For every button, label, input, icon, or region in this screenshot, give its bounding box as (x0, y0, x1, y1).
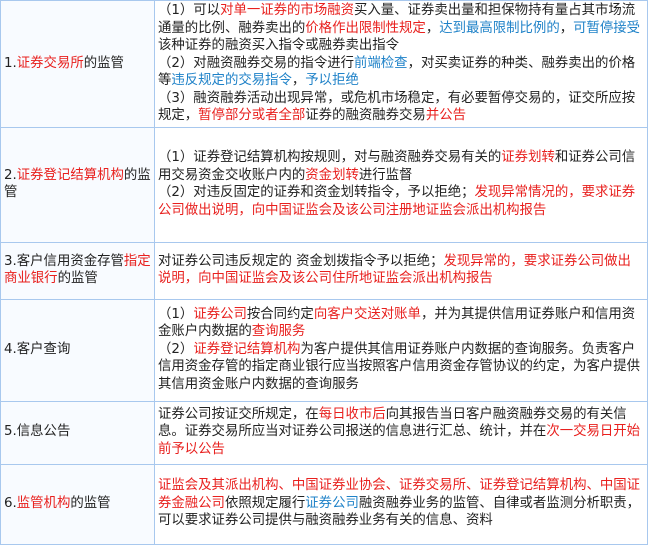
description-text-segment: 前端检查 (354, 55, 408, 71)
label-text-segment: 的监管 (4, 167, 151, 201)
description-text-segment: （2） (158, 341, 194, 357)
description-text-segment: 对证券公司违反规定的 资金划拨指令予以拒绝； (158, 253, 444, 269)
description-text-segment: （2）对违反固定的证券和资金划转指令，予以拒绝； (158, 185, 475, 200)
description-text-segment: 违反规定的交易指令 (171, 73, 292, 88)
label-text-segment: 2. (4, 167, 17, 183)
table-row: 6.监管机构的监管 证监会及其派出机构、中国证券业协会、证券交易所、证券登记结算机… (0, 463, 648, 545)
description-text-segment: ， (291, 73, 306, 88)
description-text-segment: 证券登记结算机构 (193, 341, 301, 357)
description-text-segment: 暂停部分或者全部 (198, 108, 306, 123)
description-paragraph: 对证券公司违反规定的 资金划拨指令予以拒绝；发现异常的，要求证券公司做出说明，向… (158, 253, 644, 288)
description-text-segment: 并公告 (425, 108, 466, 123)
row-description-cell: 证券公司按证交所规定，在每日收市后向其报告当日客户融资融券交易的有关信息。证券交… (154, 400, 648, 465)
row-description-cell: （1）证券公司按合同约定向客户交送对账单，并为其提供信用证券账户和信用资金账户内… (154, 298, 648, 402)
label-text-segment: 5.信息公告 (4, 424, 71, 440)
description-text-segment: （1） (158, 306, 194, 322)
description-text-segment: 该种证券的融资买入指令或融券卖出指令 (158, 38, 400, 53)
description-paragraph: （1）证券公司按合同约定向客户交送对账单，并为其提供信用证券账户和信用资金账户内… (158, 306, 644, 341)
description-text-segment: 证券公司 (193, 306, 247, 322)
description-text-segment: 证券划转 (501, 150, 555, 165)
table-row: 5.信息公告 证券公司按证交所规定，在每日收市后向其报告当日客户融资融券交易的有关… (0, 400, 648, 465)
label-text-segment: 3.客户信用资金存管 (4, 253, 124, 269)
description-text-segment: 和证券公司信用交易资金交收账户内的 (158, 150, 636, 183)
row-label-cell: 1.证券交易所的监管 (0, 0, 155, 128)
description-text-segment: （1）证券登记结算机构按规则，对与融资融券交易有关的 (158, 150, 502, 165)
description-text-segment: 价格作出限制性规定 (305, 20, 426, 36)
description-text-segment: 对单一证券的市场融资 (220, 3, 354, 18)
description-text-segment: 查询服务 (251, 324, 306, 340)
description-text-segment: 发现异常情况的，要求证券公司做出说明，向中国证监会及该公司注册地证监会派出机构报… (158, 185, 636, 218)
row-description-cell: （1）证券登记结算机构按规则，对与融资融券交易有关的证券划转和证券公司信用交易资… (154, 126, 648, 243)
row-label-cell: 5.信息公告 (0, 400, 155, 465)
description-paragraph: （2）对违反固定的证券和资金划转指令，予以拒绝；发现异常情况的，要求证券公司做出… (158, 184, 644, 219)
description-text-segment: 依照规定履行 (224, 495, 306, 511)
description-text-segment: 证券的融资融券交易 (305, 108, 426, 123)
description-text-segment: 向其报告当日客户融资融券交易的有关信息。证券交易所应当对证券公司报送的信息进行汇… (158, 406, 627, 440)
description-text-segment: 可暂停接受 (573, 20, 641, 36)
row-label-cell: 3.客户信用资金存管指定商业银行的监管 (0, 241, 155, 300)
description-text-segment: 融资融券业务的监管、自律或者监测分析职责，可以要求证券公司提供与融资融券业务有关… (158, 495, 641, 529)
label-text-segment: 证券交易所 (16, 55, 84, 71)
row-description-cell: 证监会及其派出机构、中国证券业协会、证券交易所、证券登记结算机构、中国证券金融公… (154, 463, 648, 545)
description-text-segment: 予以拒绝 (305, 73, 359, 88)
label-text-segment: 监管机构 (16, 495, 71, 511)
label-text-segment: 指定商业银行 (4, 253, 151, 287)
table-row: 2.证券登记结算机构的监管 （1）证券登记结算机构按规则，对与融资融券交易有关的证… (0, 126, 648, 243)
description-text-segment: ， (559, 20, 574, 36)
table-row: 4.客户查询 （1）证券公司按合同约定向客户交送对账单，并为其提供信用证券账户和信… (0, 298, 648, 402)
description-text-segment: 向客户交送对账单 (313, 306, 421, 322)
description-text-segment: （3）融资融券活动出现异常，或危机市场稳定，有必要暂停交易的，证交所应按规定， (158, 90, 636, 124)
description-text-segment: 证监会及其派出机构、中国证券业协会、证券交易所、证券登记结算机构、中国证券金融公… (158, 478, 641, 511)
table-row: 3.客户信用资金存管指定商业银行的监管 对证券公司违反规定的 资金划拨指令予以拒绝… (0, 241, 648, 300)
row-label-cell: 6.监管机构的监管 (0, 463, 155, 545)
description-paragraph: （1）证券登记结算机构按规则，对与融资融券交易有关的证券划转和证券公司信用交易资… (158, 149, 644, 184)
description-text-segment: 资金划转 (305, 167, 359, 183)
description-paragraph: 证券公司按证交所规定，在每日收市后向其报告当日客户融资融券交易的有关信息。证券交… (158, 406, 644, 459)
description-paragraph: （1）可以对单一证券的市场融资买入量、证券卖出量和担保物持有量占其市场流通量的比… (158, 2, 644, 55)
description-text-segment: 进行监督 (358, 167, 413, 183)
row-description-cell: （1）可以对单一证券的市场融资买入量、证券卖出量和担保物持有量占其市场流通量的比… (154, 0, 648, 128)
description-text-segment: 按合同约定 (246, 306, 314, 322)
description-text-segment: 次一交易日开始前予以公告 (158, 424, 641, 457)
label-text-segment: 1. (4, 55, 17, 71)
description-text-segment: ， (425, 20, 440, 36)
label-text-segment: 证券登记结算机构 (16, 167, 124, 183)
label-text-segment: 4.客户查询 (4, 341, 71, 357)
description-paragraph: 证监会及其派出机构、中国证券业协会、证券交易所、证券登记结算机构、中国证券金融公… (158, 477, 644, 530)
label-text-segment: 的监管 (70, 495, 111, 511)
table-row: 1.证券交易所的监管 （1）可以对单一证券的市场融资买入量、证券卖出量和担保物持有… (0, 0, 648, 128)
row-description-cell: 对证券公司违反规定的 资金划拨指令予以拒绝；发现异常的，要求证券公司做出说明，向… (154, 241, 648, 300)
description-text-segment: （2）对融资融券交易的指令进行 (158, 55, 354, 71)
description-paragraph: （2）证券登记结算机构为客户提供其信用证券账户内数据的查询服务。负责客户信用资金… (158, 341, 644, 394)
row-label-cell: 2.证券登记结算机构的监管 (0, 126, 155, 243)
description-text-segment: ，对买卖证券的种类、融券卖出的价格等 (158, 55, 636, 89)
description-paragraph: （2）对融资融券交易的指令进行前端检查，对买卖证券的种类、融券卖出的价格等违反规… (158, 55, 644, 90)
label-text-segment: 6. (4, 495, 17, 511)
description-text-segment: （1）可以 (158, 3, 221, 18)
description-text-segment: 发现异常的，要求证券公司做出说明，向中国证监会及该公司住所地证监会派出机构报告 (158, 253, 631, 287)
label-text-segment: 的监管 (83, 55, 124, 71)
description-text-segment: 证券公司 (305, 495, 359, 511)
description-text-segment: 证券公司按证交所规定，在 (158, 406, 319, 422)
row-label-cell: 4.客户查询 (0, 298, 155, 402)
description-text-segment: 达到最高限制比例的 (439, 20, 560, 36)
description-text-segment: ，并为其提供信用证券账户和信用资金账户内数据的 (158, 306, 636, 340)
description-text-segment: 买入量、证券卖出量和担保物持有量占其市场流通量的比例、融券卖出的 (158, 3, 636, 36)
description-text-segment: 为客户提供其信用证券账户内数据的查询服务。负责客户信用资金存管的指定商业银行应当… (158, 341, 641, 392)
label-text-segment: 的监管 (57, 271, 98, 286)
description-paragraph: （3）融资融券活动出现异常，或危机市场稳定，有必要暂停交易的，证交所应按规定，暂… (158, 90, 644, 125)
description-text-segment: 每日收市后 (318, 406, 386, 422)
